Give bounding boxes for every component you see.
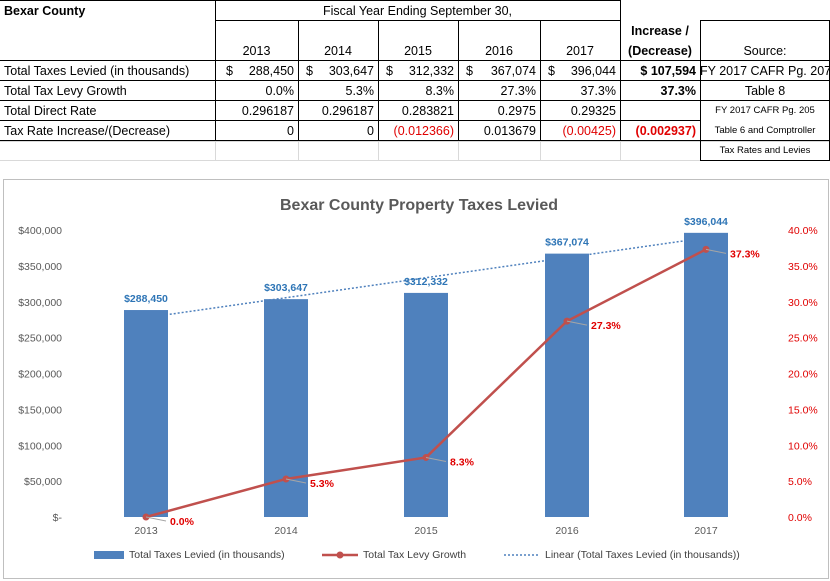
source-cell: Table 6 and Comptroller — [714, 125, 816, 136]
decrease-header: (Decrease) — [628, 44, 692, 58]
legend-label-bars: Total Taxes Levied (in thousands) — [129, 549, 285, 561]
table-cell: 0.283821 — [401, 104, 454, 118]
fiscal-year-header: Fiscal Year Ending September 30, — [322, 4, 512, 18]
table-cell: 0.296187 — [241, 104, 294, 118]
bar-data-label: $367,074 — [545, 237, 589, 249]
table-cell: 303,647 — [328, 64, 374, 78]
bar — [124, 310, 168, 517]
y-axis-right-tick: 0.0% — [788, 512, 812, 524]
table-cell: (0.012366) — [393, 124, 454, 138]
row-label: Total Taxes Levied (in thousands) — [4, 64, 190, 78]
label-leader-line — [705, 248, 727, 254]
bar — [545, 253, 589, 518]
bar — [684, 232, 728, 517]
table-cell: 0 — [367, 124, 374, 138]
table-cell: 0 — [287, 124, 294, 138]
currency-symbol: $ — [466, 64, 473, 78]
bar-data-label: $303,647 — [264, 282, 308, 294]
county-title: Bexar County — [4, 4, 86, 18]
source-cell: Tax Rates and Levies — [719, 145, 811, 156]
table-cell: 0.2975 — [497, 104, 536, 118]
label-leader-line — [566, 320, 588, 326]
table-cell: 27.3% — [500, 84, 536, 98]
table-cell: 0.0% — [265, 84, 295, 98]
increase-cell: 37.3% — [660, 84, 696, 98]
year-header: 2015 — [404, 44, 432, 58]
line-data-label: 5.3% — [310, 478, 335, 490]
label-leader-line — [425, 456, 447, 462]
source-cell: FY 2017 CAFR Pg. 205 — [715, 105, 815, 116]
y-axis-right-tick: 10.0% — [788, 440, 818, 452]
line-data-label: 27.3% — [591, 320, 621, 332]
line-data-label: 37.3% — [730, 248, 760, 260]
source-header: Source: — [743, 44, 787, 58]
y-axis-left-tick: $100,000 — [18, 440, 62, 452]
table-cell: 0.013679 — [483, 124, 536, 138]
table-cell: (0.00425) — [562, 124, 616, 138]
table-cell: 0.29325 — [570, 104, 616, 118]
table-cell: 8.3% — [425, 84, 455, 98]
y-axis-left-tick: $250,000 — [18, 333, 62, 345]
y-axis-left-tick: $300,000 — [18, 297, 62, 309]
y-axis-right-tick: 5.0% — [788, 476, 812, 488]
x-axis-tick: 2017 — [694, 525, 718, 537]
year-header: 2016 — [485, 44, 513, 58]
legend-label-line: Total Tax Levy Growth — [363, 549, 467, 561]
increase-header: Increase / — [631, 24, 689, 38]
y-axis-right-tick: 35.0% — [788, 261, 818, 273]
y-axis-left-tick: $350,000 — [18, 261, 62, 273]
table-cell: 312,332 — [408, 64, 454, 78]
year-header: 2017 — [566, 44, 594, 58]
bar — [404, 292, 448, 517]
source-cell: Table 8 — [744, 84, 786, 98]
chart-container[interactable]: Bexar County Property Taxes Levied $- $50… — [3, 179, 829, 579]
x-axis-tick: 2014 — [274, 525, 298, 537]
table-cell: 0.296187 — [321, 104, 374, 118]
y-axis-left-tick: $- — [53, 512, 63, 524]
year-header: 2014 — [324, 44, 352, 58]
bar-data-label: $288,450 — [124, 293, 168, 305]
label-leader-line — [285, 478, 307, 484]
source-cell: FY 2017 CAFR Pg. 207 — [700, 64, 830, 78]
currency-symbol: $ — [226, 64, 233, 78]
y-axis-left-tick: $150,000 — [18, 404, 62, 416]
table-cell: 367,074 — [490, 64, 536, 78]
y-axis-left-tick: $50,000 — [24, 476, 62, 488]
legend-marker — [336, 551, 344, 559]
bar-data-label: $396,044 — [684, 216, 728, 228]
row-label: Total Direct Rate — [4, 104, 97, 118]
y-axis-right-tick: 15.0% — [788, 404, 818, 416]
y-axis-right-tick: 20.0% — [788, 369, 818, 381]
increase-cell: $ 107,594 — [640, 64, 696, 78]
label-leader-line — [145, 516, 167, 522]
legend-label-trendline: Linear (Total Taxes Levied (in thousands… — [545, 549, 740, 561]
table-cell: 396,044 — [570, 64, 616, 78]
y-axis-right-tick: 40.0% — [788, 225, 818, 237]
year-header: 2013 — [242, 44, 271, 58]
row-label: Tax Rate Increase/(Decrease) — [4, 124, 171, 138]
x-axis-tick: 2013 — [134, 525, 158, 537]
currency-symbol: $ — [386, 64, 393, 78]
y-axis-right-tick: 30.0% — [788, 297, 818, 309]
x-axis-tick: 2016 — [555, 525, 579, 537]
x-axis-tick: 2015 — [414, 525, 438, 537]
y-axis-right-tick: 25.0% — [788, 333, 818, 345]
increase-cell: (0.002937) — [635, 124, 696, 138]
table-cell: 37.3% — [580, 84, 616, 98]
combo-chart: Bexar County Property Taxes Levied $- $50… — [18, 197, 818, 559]
y-axis-left-tick: $200,000 — [18, 369, 62, 381]
line-data-label: 0.0% — [170, 516, 195, 528]
y-axis-left-tick: $400,000 — [18, 225, 62, 237]
legend-swatch-bars — [94, 551, 124, 559]
row-label: Total Tax Levy Growth — [4, 84, 127, 98]
currency-symbol: $ — [306, 64, 313, 78]
currency-symbol: $ — [548, 64, 555, 78]
bar-data-label: $312,332 — [404, 276, 448, 288]
table-cell: 288,450 — [248, 64, 294, 78]
line-data-label: 8.3% — [450, 456, 475, 468]
table-cell: 5.3% — [345, 84, 375, 98]
chart-title: Bexar County Property Taxes Levied — [280, 197, 558, 214]
